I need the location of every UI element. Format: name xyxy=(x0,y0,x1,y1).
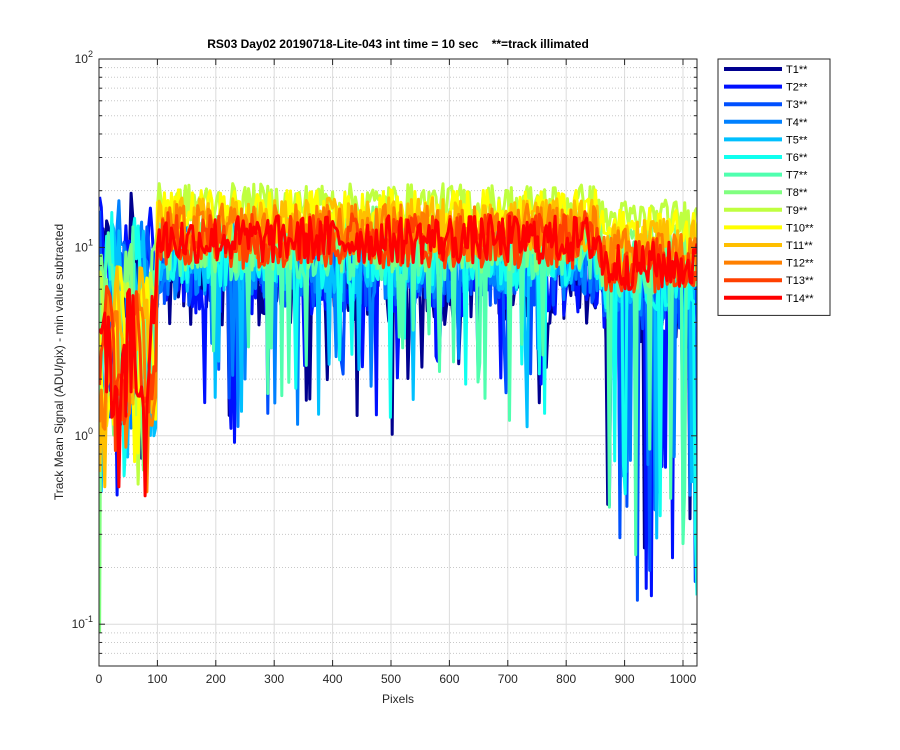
plot-frame xyxy=(98,58,698,667)
chart-title: RS03 Day02 20190718-Lite-043 int time = … xyxy=(207,37,589,51)
legend-item[interactable]: T12** xyxy=(724,258,814,270)
legend-label: T13** xyxy=(786,275,814,287)
x-tick-label: 400 xyxy=(323,672,343,686)
x-tick-label: 800 xyxy=(556,672,576,686)
legend-item[interactable]: T3** xyxy=(724,99,808,111)
series-line-t14 xyxy=(99,214,697,498)
legend-label: T1** xyxy=(786,64,808,76)
legend-item[interactable]: T5** xyxy=(724,134,808,146)
x-axis-label: Pixels xyxy=(382,692,414,706)
y-tick-label: 10-1 xyxy=(72,614,93,631)
legend-item[interactable]: T13** xyxy=(724,275,814,287)
x-tick-label: 300 xyxy=(264,672,284,686)
legend-item[interactable]: T2** xyxy=(724,82,808,94)
x-tick-label: 200 xyxy=(206,672,226,686)
legend-item[interactable]: T11** xyxy=(724,240,813,252)
legend-label: T9** xyxy=(786,205,808,217)
series-line-t2 xyxy=(99,196,697,598)
legend-label: T7** xyxy=(786,170,808,182)
legend-item[interactable]: T10** xyxy=(724,222,814,234)
legend-label: T11** xyxy=(786,240,813,252)
legend-item[interactable]: T6** xyxy=(724,152,808,164)
plot-series xyxy=(99,182,697,633)
legend-label: T2** xyxy=(786,82,808,94)
x-tick-label: 500 xyxy=(381,672,401,686)
y-axis-label: Track Mean Signal (ADU/pix) - min value … xyxy=(52,224,66,500)
x-tick-label: 700 xyxy=(498,672,518,686)
legend-label: T5** xyxy=(786,134,808,146)
legend[interactable]: T1** T2** T3** T4** T5** T6** T7** T8** T9** T10*… xyxy=(717,58,831,316)
x-tick-label: 900 xyxy=(615,672,635,686)
legend-label: T4** xyxy=(786,117,808,129)
x-tick-label: 0 xyxy=(96,672,103,686)
x-tick-label: 100 xyxy=(147,672,167,686)
x-tick-label: 600 xyxy=(439,672,459,686)
y-tick-labels: 10-1 100 101 102 xyxy=(72,49,93,631)
x-tick-label: 1000 xyxy=(670,672,697,686)
legend-item[interactable]: T14** xyxy=(724,293,814,305)
legend-label: T8** xyxy=(786,187,808,199)
legend-label: T10** xyxy=(786,222,814,234)
legend-label: T14** xyxy=(786,293,814,305)
x-tick-labels: 0 100 200 300 400 500 600 700 800 900 1000 xyxy=(96,672,697,686)
legend-item[interactable]: T4** xyxy=(724,117,808,129)
legend-box xyxy=(717,58,831,316)
legend-item[interactable]: T1** xyxy=(724,64,808,76)
y-tick-label: 102 xyxy=(75,49,93,66)
y-tick-label: 101 xyxy=(75,237,93,254)
legend-item[interactable]: T7** xyxy=(724,170,808,182)
legend-item[interactable]: T9** xyxy=(724,205,808,217)
legend-label: T12** xyxy=(786,258,814,270)
axis-ticks xyxy=(98,58,697,667)
legend-label: T6** xyxy=(786,152,808,164)
legend-item[interactable]: T8** xyxy=(724,187,808,199)
legend-label: T3** xyxy=(786,99,808,111)
y-tick-label: 100 xyxy=(75,426,93,443)
